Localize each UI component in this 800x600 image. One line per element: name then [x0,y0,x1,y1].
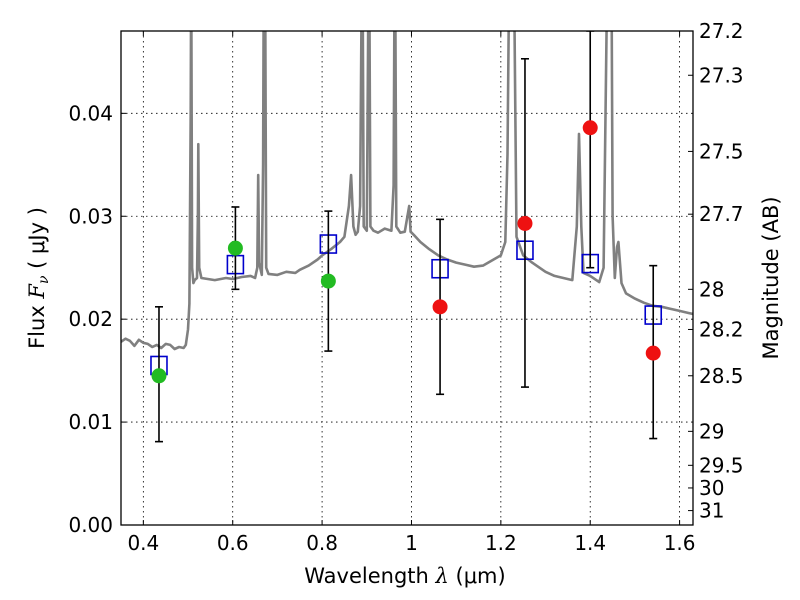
y-tick-label: 0.02 [68,307,113,331]
detections-point [227,240,243,256]
y-axis-title-suffix: ( μJy ) [25,207,49,275]
y2-tick-label: 31 [699,499,724,523]
y-axis-title-subscript: ν [36,275,52,284]
detections-point [151,368,167,384]
y2-tick-label: 27.3 [699,63,744,87]
y-tick-label: 0.04 [68,101,113,125]
x-tick-label: 0.8 [306,531,338,555]
y2-tick-label: 28 [699,277,724,301]
y2-tick-label: 29 [699,419,724,443]
observed-point [517,215,533,231]
detections-point [320,273,336,289]
observed-point [582,120,598,136]
x-tick-label: 1.6 [664,531,696,555]
y2-tick-label: 28.2 [699,317,744,341]
x-tick-label: 1.2 [485,531,517,555]
x-tick-label: 0.4 [127,531,159,555]
x-tick-label: 1.4 [574,531,606,555]
observed-point [432,299,448,315]
y-tick-label: 0.00 [68,513,113,537]
y2-tick-label: 27.5 [699,139,744,163]
y-axis-title-symbol: F [25,283,49,300]
y-tick-label: 0.01 [68,410,113,434]
x-tick-label: 1 [405,531,418,555]
observed-point [645,345,661,361]
y2-tick-label: 28.5 [699,364,744,388]
spectrum-line [121,31,693,351]
x-tick-label: 0.6 [217,531,249,555]
axis-ticks: 0.4 0.6 0.8 1 1.2 1.4 1.6 0.00 0.01 0.02 0.03 0.04 2… [68,19,743,555]
y2-tick-label: 27.2 [699,19,744,43]
y2-tick-label: 27.7 [699,202,744,226]
plot-frame [120,30,694,526]
y-axis-title-prefix: Flux [25,299,49,349]
y2-tick-label: 29.5 [699,453,744,477]
y2-axis-title: Magnitude (AB) [759,196,783,359]
y-tick-label: 0.03 [68,204,113,228]
x-axis-title-prefix: Wavelength [304,564,435,588]
y-axis-title: Flux Fν ( μJy ) [25,207,52,349]
x-axis-title-symbol: λ [435,564,449,588]
y2-tick-label: 30 [699,476,724,500]
plot-content [121,31,693,443]
x-axis-title-suffix: (μm) [449,564,506,588]
x-axis-title: Wavelength λ (μm) [304,564,505,588]
